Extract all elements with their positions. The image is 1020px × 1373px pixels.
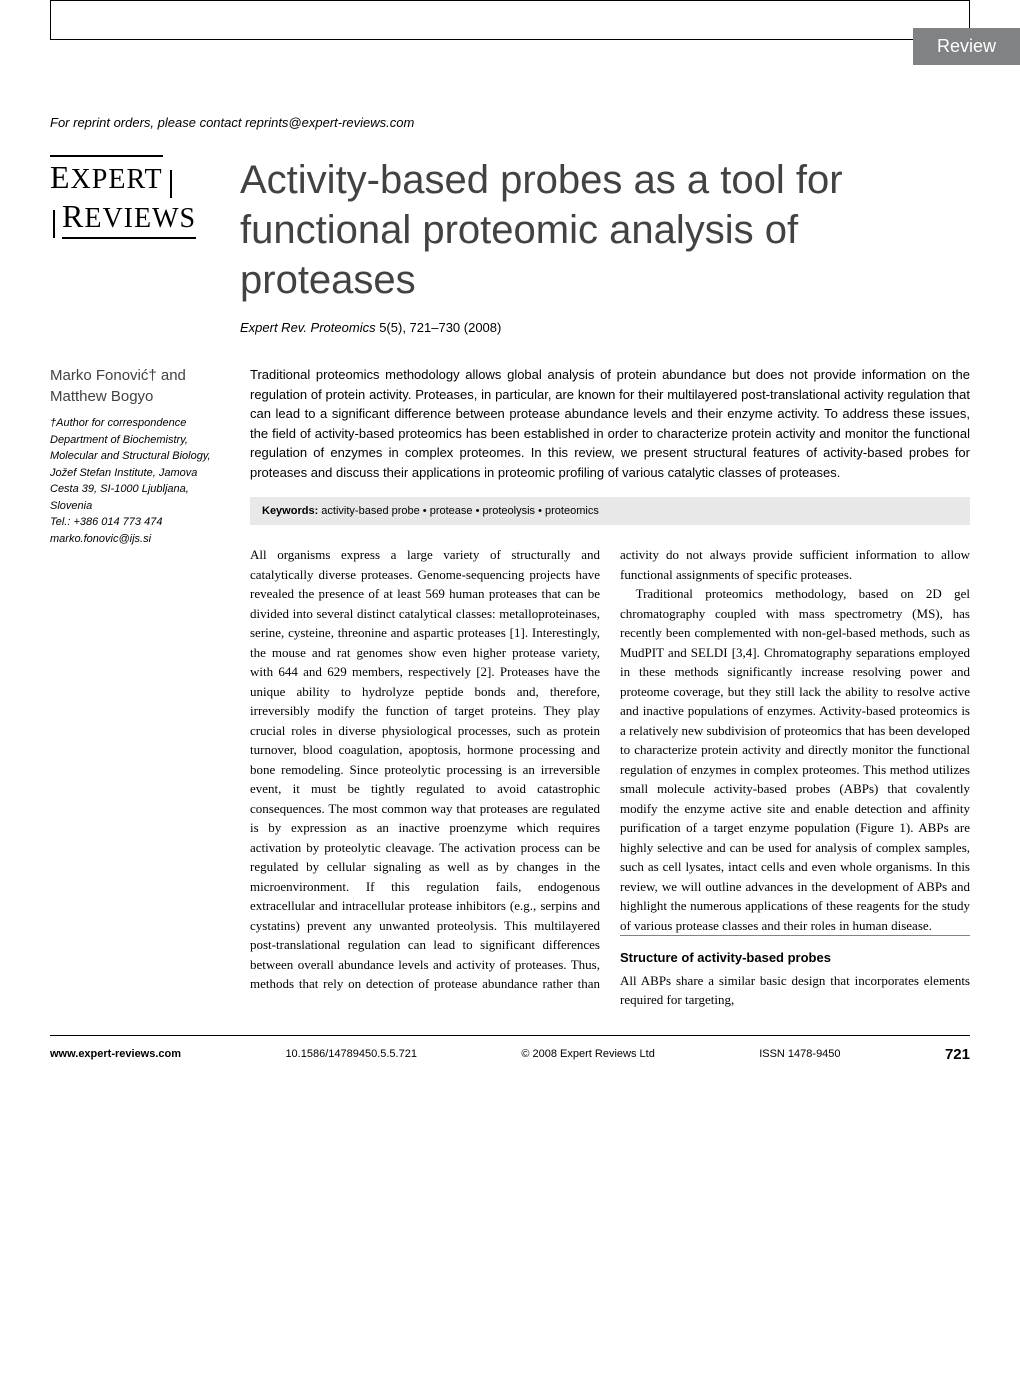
reprint-notice: For reprint orders, please contact repri… [50, 115, 970, 130]
keywords-label: Keywords: [262, 505, 318, 517]
keywords-box: Keywords: activity-based probe • proteas… [250, 497, 970, 525]
section-heading-structure: Structure of activity-based probes [620, 948, 970, 968]
logo-line-1: EXPERT [50, 155, 163, 196]
section-divider [620, 935, 970, 936]
journal-logo: EXPERT REVIEWS [50, 155, 210, 335]
keywords-text: activity-based probe • protease • proteo… [318, 505, 599, 517]
footer-issn: ISSN 1478-9450 [759, 1048, 840, 1060]
logo-line-2: REVIEWS [62, 198, 196, 239]
logo-bar-icon [170, 170, 172, 198]
abstract-text: Traditional proteomics methodology allow… [250, 365, 970, 482]
page-footer: www.expert-reviews.com 10.1586/14789450.… [50, 1035, 970, 1063]
review-category-tab: Review [913, 28, 1020, 65]
footer-doi: 10.1586/14789450.5.5.721 [285, 1048, 417, 1060]
body-paragraph-2: Traditional proteomics methodology, base… [620, 584, 970, 935]
citation-journal: Expert Rev. Proteomics [240, 320, 376, 335]
content-section: Marko Fonović† and Matthew Bogyo †Author… [50, 365, 970, 1010]
body-text-columns: All organisms express a large variety of… [250, 545, 970, 1010]
main-content: Traditional proteomics methodology allow… [250, 365, 970, 1010]
author-names: Marko Fonović† and Matthew Bogyo [50, 365, 225, 407]
article-citation: Expert Rev. Proteomics 5(5), 721–730 (20… [240, 320, 970, 335]
author-sidebar: Marko Fonović† and Matthew Bogyo †Author… [50, 365, 225, 1010]
footer-copyright: © 2008 Expert Reviews Ltd [521, 1048, 654, 1060]
footer-page-number: 721 [945, 1046, 970, 1063]
body-paragraph-3: All ABPs share a similar basic design th… [620, 971, 970, 1010]
citation-details: 5(5), 721–730 (2008) [376, 320, 502, 335]
top-border-box [50, 0, 970, 40]
footer-website: www.expert-reviews.com [50, 1048, 181, 1060]
author-affiliation: †Author for correspondence Department of… [50, 415, 225, 547]
logo-bar-icon [53, 210, 55, 238]
header-section: EXPERT REVIEWS Activity-based probes as … [50, 155, 970, 335]
title-container: Activity-based probes as a tool for func… [210, 155, 970, 335]
article-title: Activity-based probes as a tool for func… [240, 155, 970, 305]
